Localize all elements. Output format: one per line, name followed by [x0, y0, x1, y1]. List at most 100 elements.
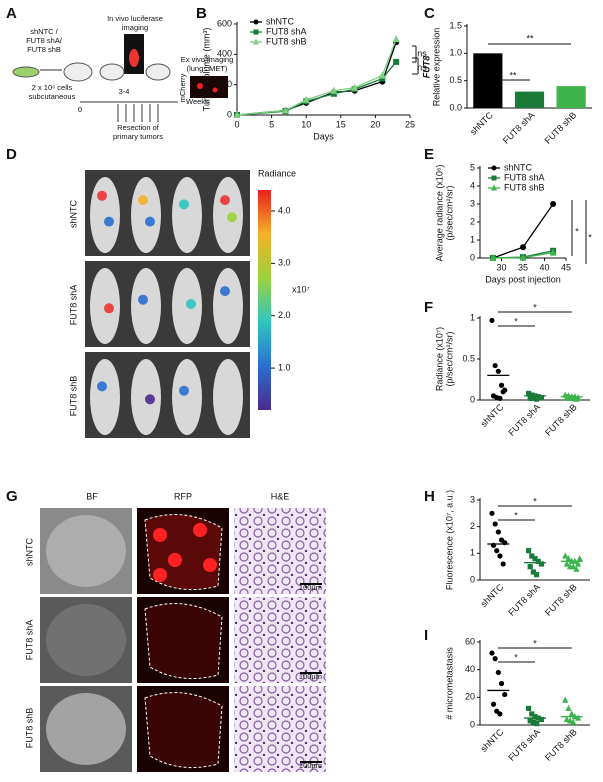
mouse-image [90, 359, 120, 435]
signal-blob [97, 381, 107, 392]
colorbar-tick-label: 1.0 [278, 362, 291, 372]
schematic-text: FUT8 shB [27, 45, 61, 54]
data-point [534, 721, 540, 727]
legend-marker [491, 184, 497, 191]
mouse-image [90, 177, 120, 253]
y-axis-label: FUT8 [421, 56, 431, 79]
x-tick-label: FUT8 shA [501, 110, 537, 146]
signal-blob [97, 190, 107, 201]
x-tick-label: shNTC [468, 110, 495, 137]
schematic-text: Resection of [117, 123, 160, 132]
x-tick-label: FUT8 shB [543, 727, 579, 763]
y-axis-label: Tumor volume (mm³) [201, 28, 211, 112]
rfp-outline [144, 603, 223, 680]
he-image [234, 686, 326, 772]
signal-blob [179, 385, 189, 396]
schematic-text: FUT8 shA/ [26, 36, 63, 45]
data-point [527, 718, 533, 724]
in-vivo-imaging: shNTC FUT8 shA FUT8 shB Radiance x10⁷ [68, 168, 309, 416]
marker [520, 244, 526, 251]
y-tick-label: 1 [470, 234, 475, 244]
data-point [530, 569, 536, 575]
rfp-spot [153, 528, 167, 542]
marker [379, 75, 386, 82]
data-point [562, 696, 569, 703]
data-point [563, 715, 570, 723]
bar [514, 91, 545, 108]
schematic-text: imaging [122, 23, 148, 32]
schematic-text: 2 x 10⁶ cells [32, 83, 73, 92]
schematic-text: In vivo luciferase [107, 14, 163, 23]
data-point [574, 714, 582, 721]
mouse-image [213, 359, 243, 435]
mouse-image [131, 268, 161, 344]
panel-label: I [424, 627, 428, 644]
data-point [489, 650, 495, 656]
data-point [570, 563, 577, 570]
y-tick-label: 3 [470, 198, 475, 208]
legend-marker [491, 165, 497, 171]
mouse-image [213, 268, 243, 344]
data-point [489, 317, 495, 324]
data-point [538, 716, 544, 723]
data-point [530, 719, 536, 725]
y-tick-label: 2 [470, 521, 475, 531]
data-point [563, 560, 570, 567]
colorbar-unit: x10⁷ [292, 284, 310, 294]
data-point [532, 556, 538, 562]
x-tick-label: 20 [370, 119, 380, 129]
series-line [236, 41, 397, 116]
column-label: RFP [174, 491, 192, 501]
bf-lung [46, 604, 126, 676]
x-tick-label: 40 [539, 262, 549, 272]
row-label: FUT8 shA [68, 285, 78, 326]
data-point [566, 717, 574, 724]
y-axis-label: Fluorescence (x10⁷, a.u.) [444, 490, 454, 590]
x-tick-label: 30 [496, 262, 506, 272]
row-label: FUT8 shB [24, 708, 34, 749]
marker [330, 90, 337, 97]
mouse-icon [99, 63, 125, 81]
bf-lung [46, 693, 126, 765]
series-line [236, 61, 397, 116]
schematic: shNTC / FUT8 shA/ FUT8 shB 2 x 10⁶ cells… [12, 14, 234, 141]
significance-label: * [514, 316, 518, 326]
y-tick-label: 600 [217, 18, 232, 28]
signal-blob [220, 195, 230, 206]
signal-blob [179, 199, 189, 210]
data-point [565, 704, 572, 711]
marker [392, 35, 400, 43]
mouse-icon [145, 63, 171, 81]
data-point [490, 701, 497, 707]
data-point [526, 390, 532, 397]
x-axis-label: Days [313, 131, 334, 141]
x-tick-label: 25 [405, 119, 415, 129]
row-label: shNTC [24, 538, 34, 567]
marker [330, 86, 338, 94]
scale-bar-label: 100µm [299, 761, 322, 770]
y-tick-label: 0.0 [449, 102, 462, 112]
data-point [492, 362, 498, 369]
marker [378, 71, 386, 79]
legend-marker [253, 29, 259, 35]
x-tick-label: FUT8 shA [506, 402, 542, 438]
y-tick-label: 0 [227, 109, 232, 119]
legend-label: FUT8 shA [504, 172, 545, 182]
column-label: H&E [271, 491, 290, 501]
significance-label: ** [509, 70, 517, 80]
marker [351, 83, 359, 91]
rfp-spot [203, 558, 217, 572]
data-point [534, 572, 540, 578]
rfp-spot [153, 568, 167, 582]
x-tick-label: 10 [301, 119, 311, 129]
data-point [574, 560, 582, 567]
x-axis-label: Days post injection [485, 274, 561, 284]
row-label: FUT8 shA [24, 620, 34, 661]
colorbar-tick-label: 3.0 [278, 258, 291, 268]
axis-line [479, 316, 590, 401]
data-point [562, 552, 569, 559]
schematic-text: Ex vivo imaging [181, 55, 234, 64]
signal-blob [212, 87, 218, 93]
y-tick-label: 0 [470, 394, 475, 404]
